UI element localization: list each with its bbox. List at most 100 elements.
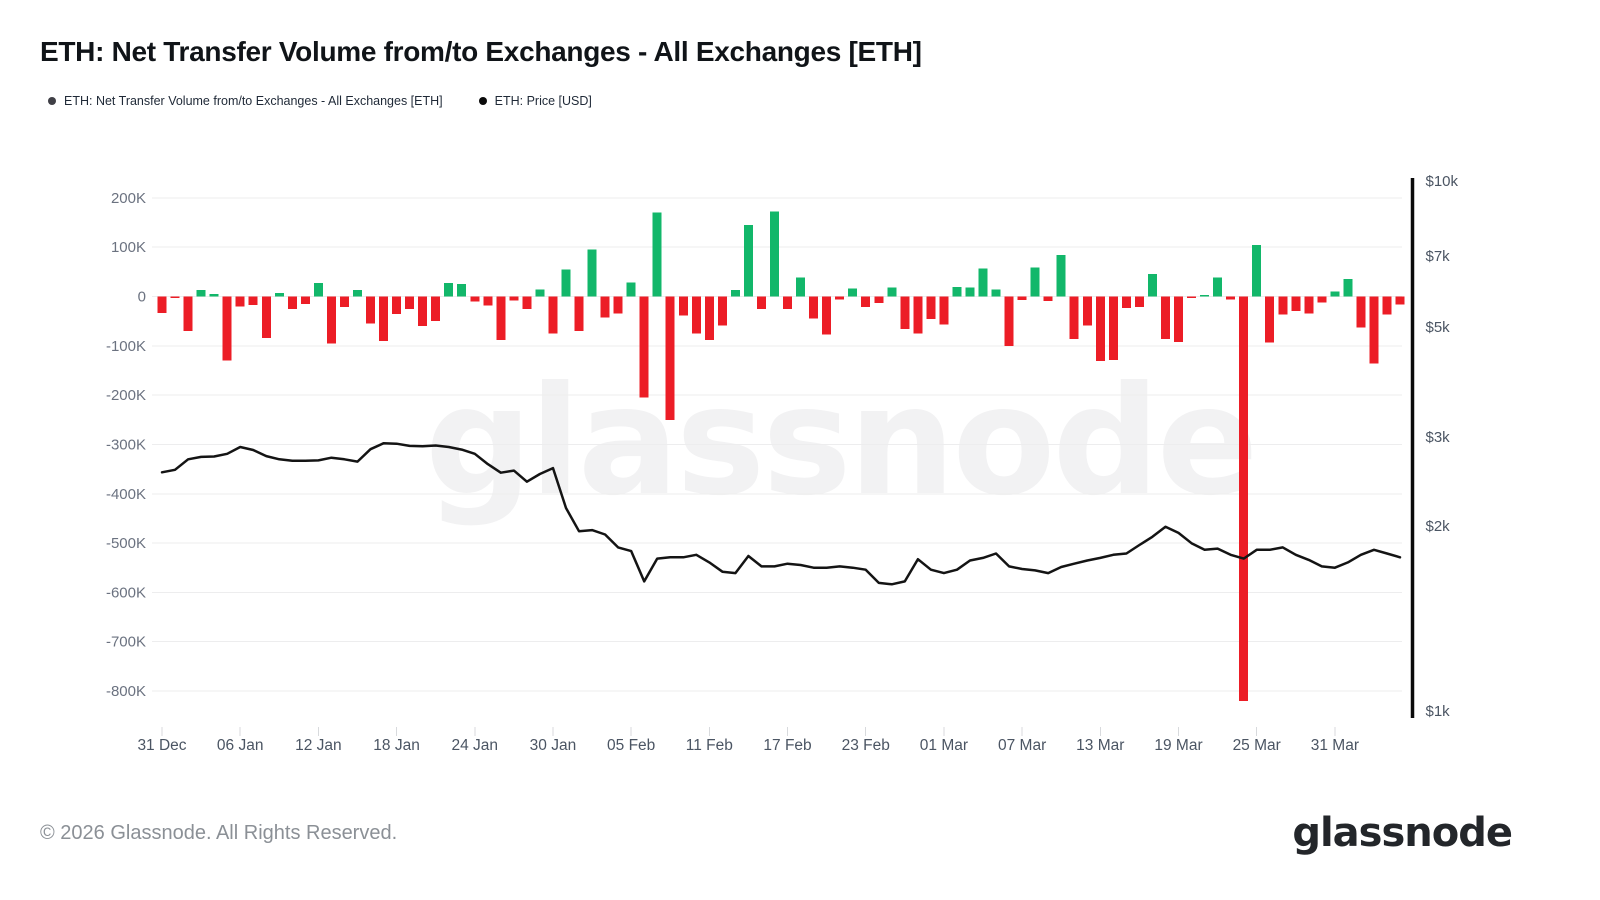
- volume-bar[interactable]: [1200, 295, 1210, 297]
- volume-bar[interactable]: [1147, 273, 1157, 297]
- volume-bar[interactable]: [392, 296, 402, 314]
- eth-price-line[interactable]: [160, 442, 1402, 586]
- volume-bar[interactable]: [678, 296, 688, 316]
- volume-bar[interactable]: [248, 296, 258, 305]
- volume-bar[interactable]: [431, 296, 441, 322]
- volume-bar[interactable]: [300, 296, 310, 304]
- volume-bar[interactable]: [1369, 296, 1379, 364]
- volume-bar[interactable]: [965, 287, 975, 297]
- volume-bar[interactable]: [483, 296, 493, 306]
- volume-bar[interactable]: [1173, 296, 1183, 342]
- volume-bar[interactable]: [1226, 296, 1236, 300]
- volume-bar[interactable]: [1304, 296, 1314, 314]
- volume-bar[interactable]: [1187, 296, 1197, 298]
- volume-bar[interactable]: [770, 211, 780, 297]
- volume-bar[interactable]: [366, 296, 376, 324]
- volume-bar[interactable]: [1069, 296, 1079, 339]
- volume-bar[interactable]: [170, 296, 180, 298]
- volume-bar[interactable]: [1395, 296, 1405, 305]
- volume-bar[interactable]: [222, 296, 232, 361]
- volume-bar[interactable]: [496, 296, 506, 340]
- volume-bar[interactable]: [1239, 296, 1249, 701]
- combo-chart[interactable]: 200K 100K 0 -100K -200K -300K -400K -500K -600K -…: [0, 0, 1600, 780]
- volume-bar[interactable]: [874, 296, 884, 303]
- volume-bar[interactable]: [835, 296, 845, 300]
- net-transfer-volume-bars[interactable]: [157, 211, 1405, 701]
- volume-bar[interactable]: [313, 283, 323, 297]
- volume-bar[interactable]: [900, 296, 910, 330]
- volume-bar[interactable]: [405, 296, 415, 309]
- volume-bar[interactable]: [861, 296, 871, 307]
- volume-bar[interactable]: [1030, 267, 1040, 297]
- volume-bar[interactable]: [522, 296, 532, 309]
- volume-bar[interactable]: [1252, 245, 1262, 297]
- volume-bar[interactable]: [926, 296, 936, 320]
- volume-bar[interactable]: [1082, 296, 1092, 326]
- volume-bar[interactable]: [1330, 291, 1340, 297]
- volume-bar[interactable]: [665, 296, 675, 420]
- volume-bar[interactable]: [887, 287, 897, 297]
- volume-bar[interactable]: [1160, 296, 1170, 339]
- volume-bar[interactable]: [613, 296, 623, 314]
- volume-bar[interactable]: [913, 296, 923, 334]
- volume-bar[interactable]: [1356, 296, 1366, 328]
- volume-bar[interactable]: [457, 284, 467, 297]
- volume-bar[interactable]: [1056, 255, 1066, 297]
- volume-bar[interactable]: [626, 282, 636, 297]
- volume-bar[interactable]: [209, 294, 219, 297]
- volume-bar[interactable]: [418, 296, 428, 327]
- volume-bar[interactable]: [730, 290, 740, 297]
- volume-bar[interactable]: [196, 290, 206, 297]
- volume-bar[interactable]: [1004, 296, 1014, 346]
- legend-item-net-transfer-volume[interactable]: ETH: Net Transfer Volume from/to Exchang…: [48, 94, 443, 108]
- volume-bar[interactable]: [157, 296, 167, 313]
- legend-item-eth-price[interactable]: ETH: Price [USD]: [478, 94, 592, 108]
- volume-bar[interactable]: [652, 212, 662, 297]
- volume-bar[interactable]: [691, 296, 701, 334]
- volume-bar[interactable]: [235, 296, 245, 307]
- volume-bar[interactable]: [1382, 296, 1392, 315]
- volume-bar[interactable]: [639, 296, 649, 398]
- volume-bar[interactable]: [1095, 296, 1105, 362]
- volume-bar[interactable]: [339, 296, 349, 307]
- volume-bar[interactable]: [1108, 296, 1118, 361]
- volume-bar[interactable]: [743, 224, 753, 297]
- volume-bar[interactable]: [978, 268, 988, 297]
- volume-bar[interactable]: [1343, 279, 1353, 297]
- volume-bar[interactable]: [574, 296, 584, 332]
- volume-bar[interactable]: [470, 296, 480, 302]
- volume-bar[interactable]: [1043, 296, 1053, 301]
- volume-bar[interactable]: [1121, 296, 1131, 308]
- volume-bar[interactable]: [274, 293, 284, 297]
- volume-bar[interactable]: [939, 296, 949, 325]
- volume-bar[interactable]: [444, 283, 454, 297]
- volume-bar[interactable]: [1265, 296, 1275, 343]
- volume-bar[interactable]: [183, 296, 193, 332]
- volume-bar[interactable]: [796, 277, 806, 297]
- volume-bar[interactable]: [704, 296, 714, 340]
- volume-bar[interactable]: [326, 296, 336, 344]
- volume-bar[interactable]: [535, 289, 545, 297]
- volume-bar[interactable]: [287, 296, 297, 309]
- volume-bar[interactable]: [600, 296, 610, 318]
- volume-bar[interactable]: [261, 296, 271, 338]
- volume-bar[interactable]: [1278, 296, 1288, 315]
- volume-bar[interactable]: [587, 249, 597, 297]
- volume-bar[interactable]: [352, 290, 362, 297]
- volume-bar[interactable]: [1213, 277, 1223, 297]
- volume-bar[interactable]: [822, 296, 832, 335]
- volume-bar[interactable]: [848, 288, 858, 297]
- volume-bar[interactable]: [1317, 296, 1327, 303]
- volume-bar[interactable]: [1291, 296, 1301, 311]
- volume-bar[interactable]: [809, 296, 819, 319]
- volume-bar[interactable]: [379, 296, 389, 341]
- volume-bar[interactable]: [561, 269, 571, 297]
- volume-bar[interactable]: [783, 296, 793, 309]
- volume-bar[interactable]: [548, 296, 558, 334]
- volume-bar[interactable]: [1134, 296, 1144, 307]
- volume-bar[interactable]: [1017, 296, 1027, 300]
- volume-bar[interactable]: [509, 296, 519, 301]
- volume-bar[interactable]: [756, 296, 766, 309]
- volume-bar[interactable]: [991, 289, 1001, 297]
- volume-bar[interactable]: [952, 287, 962, 297]
